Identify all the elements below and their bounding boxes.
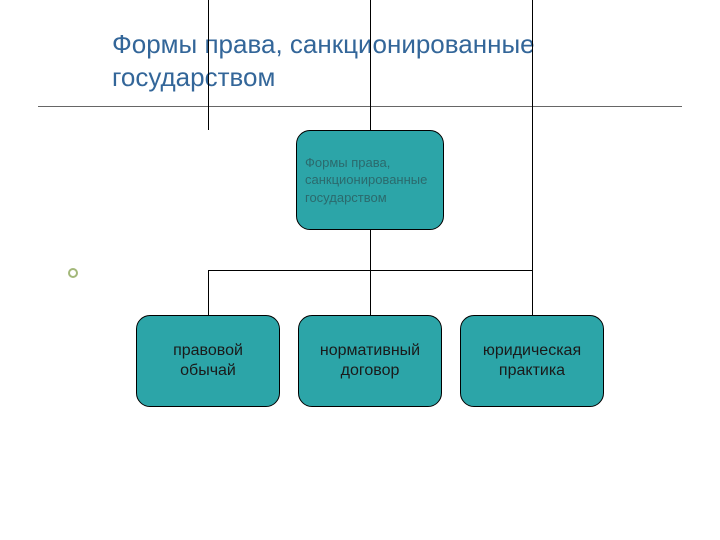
child-node-0-label: правовой обычай bbox=[145, 341, 271, 381]
root-node: Формы права, санкционированные государст… bbox=[296, 130, 444, 230]
connector-top-mid bbox=[370, 0, 371, 130]
child-node-1-label: нормативный договор bbox=[307, 341, 433, 381]
child-node-2-label: юридическая практика bbox=[469, 341, 595, 381]
root-node-label: Формы права, санкционированные государст… bbox=[305, 154, 435, 207]
child-node-2: юридическая практика bbox=[460, 315, 604, 407]
child-node-0: правовой обычай bbox=[136, 315, 280, 407]
bullet-icon bbox=[68, 268, 78, 278]
child-node-1: нормативный договор bbox=[298, 315, 442, 407]
connector-drop-mid bbox=[370, 270, 371, 315]
connector-drop-left bbox=[208, 270, 209, 315]
connector-stem bbox=[370, 230, 371, 270]
connector-drop-right bbox=[532, 270, 533, 315]
slide-title: Формы права, санкционированные государст… bbox=[112, 28, 672, 93]
title-divider bbox=[38, 106, 682, 107]
connector-top-left bbox=[208, 0, 209, 130]
connector-top-right bbox=[532, 0, 533, 315]
